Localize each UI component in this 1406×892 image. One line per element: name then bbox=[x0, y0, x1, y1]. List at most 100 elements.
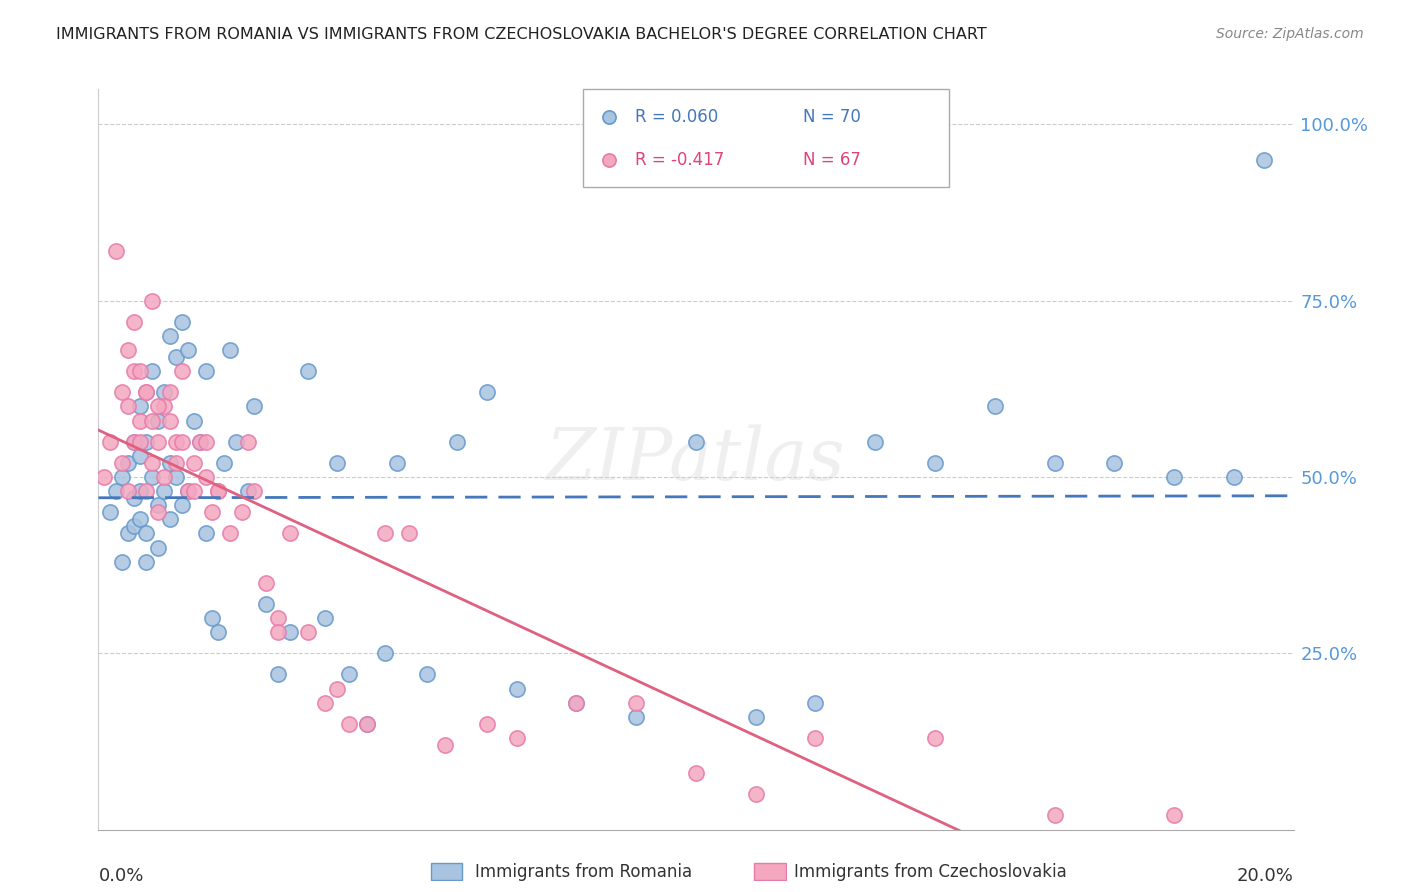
Point bbox=[148, 498, 170, 512]
Point bbox=[565, 696, 588, 710]
Point bbox=[98, 505, 122, 519]
Point bbox=[475, 385, 498, 400]
Point bbox=[1163, 808, 1185, 822]
Point bbox=[374, 526, 396, 541]
Point bbox=[159, 456, 181, 470]
Point bbox=[416, 667, 439, 681]
Point bbox=[297, 625, 319, 640]
Point bbox=[745, 710, 768, 724]
Text: R = 0.060: R = 0.060 bbox=[634, 108, 718, 126]
Point bbox=[195, 364, 218, 378]
Point bbox=[1043, 808, 1066, 822]
Point bbox=[124, 491, 146, 505]
Point bbox=[141, 456, 163, 470]
Point bbox=[141, 414, 163, 428]
Point bbox=[195, 526, 218, 541]
Point bbox=[745, 787, 768, 801]
Point bbox=[626, 696, 648, 710]
Point bbox=[565, 696, 588, 710]
Point bbox=[1104, 456, 1126, 470]
Point bbox=[177, 484, 200, 499]
Point bbox=[315, 611, 337, 625]
Point bbox=[177, 343, 200, 357]
Point bbox=[188, 434, 211, 449]
Point bbox=[475, 716, 498, 731]
Point bbox=[165, 470, 187, 484]
Point bbox=[148, 400, 170, 414]
Point bbox=[135, 555, 157, 569]
Point bbox=[111, 385, 134, 400]
Point bbox=[398, 526, 420, 541]
Point bbox=[183, 414, 205, 428]
Point bbox=[165, 456, 187, 470]
Point bbox=[924, 456, 946, 470]
Point bbox=[117, 484, 139, 499]
Point bbox=[924, 731, 946, 745]
Point bbox=[129, 484, 152, 499]
Point bbox=[1043, 456, 1066, 470]
Point bbox=[153, 470, 176, 484]
Point bbox=[165, 350, 187, 364]
Point bbox=[243, 484, 266, 499]
Point bbox=[195, 434, 218, 449]
Point bbox=[685, 434, 707, 449]
Point bbox=[141, 470, 163, 484]
Point bbox=[124, 434, 146, 449]
Text: Immigrants from Czechoslovakia: Immigrants from Czechoslovakia bbox=[794, 863, 1067, 881]
Point bbox=[172, 315, 194, 329]
Point bbox=[129, 434, 152, 449]
Text: 0.0%: 0.0% bbox=[98, 867, 143, 885]
Point bbox=[315, 696, 337, 710]
Point bbox=[165, 434, 187, 449]
Point bbox=[117, 343, 139, 357]
Point bbox=[117, 456, 139, 470]
Point bbox=[207, 484, 229, 499]
Point bbox=[598, 153, 620, 167]
Text: Source: ZipAtlas.com: Source: ZipAtlas.com bbox=[1216, 27, 1364, 41]
Point bbox=[177, 484, 200, 499]
Point bbox=[124, 364, 146, 378]
Point bbox=[804, 696, 827, 710]
Point bbox=[111, 555, 134, 569]
Point bbox=[506, 731, 529, 745]
Point bbox=[243, 400, 266, 414]
Text: ZIPatlas: ZIPatlas bbox=[546, 424, 846, 495]
Point bbox=[159, 385, 181, 400]
Point bbox=[135, 526, 157, 541]
Point bbox=[267, 611, 290, 625]
Point bbox=[434, 738, 457, 752]
Point bbox=[1253, 153, 1275, 167]
Point bbox=[153, 385, 176, 400]
Point bbox=[626, 710, 648, 724]
Point bbox=[219, 343, 242, 357]
Point bbox=[172, 434, 194, 449]
Point bbox=[201, 505, 224, 519]
Point bbox=[172, 364, 194, 378]
Point bbox=[236, 434, 259, 449]
Point bbox=[254, 597, 277, 611]
Text: R = -0.417: R = -0.417 bbox=[634, 151, 724, 169]
Point bbox=[135, 434, 157, 449]
Text: 20.0%: 20.0% bbox=[1237, 867, 1294, 885]
Point bbox=[93, 470, 115, 484]
Point bbox=[254, 575, 277, 590]
Point bbox=[385, 456, 409, 470]
Text: IMMIGRANTS FROM ROMANIA VS IMMIGRANTS FROM CZECHOSLOVAKIA BACHELOR'S DEGREE CORR: IMMIGRANTS FROM ROMANIA VS IMMIGRANTS FR… bbox=[56, 27, 987, 42]
Point bbox=[212, 456, 235, 470]
Point bbox=[111, 470, 134, 484]
Point bbox=[231, 505, 253, 519]
Point bbox=[129, 400, 152, 414]
Point bbox=[297, 364, 319, 378]
Point bbox=[141, 364, 163, 378]
Point bbox=[124, 315, 146, 329]
Point bbox=[129, 512, 152, 526]
Point bbox=[236, 484, 259, 499]
Text: Immigrants from Romania: Immigrants from Romania bbox=[475, 863, 692, 881]
Text: N = 67: N = 67 bbox=[803, 151, 860, 169]
Point bbox=[598, 110, 620, 124]
Point bbox=[159, 512, 181, 526]
Point bbox=[506, 681, 529, 696]
Point bbox=[207, 625, 229, 640]
Point bbox=[135, 385, 157, 400]
Point bbox=[188, 434, 211, 449]
